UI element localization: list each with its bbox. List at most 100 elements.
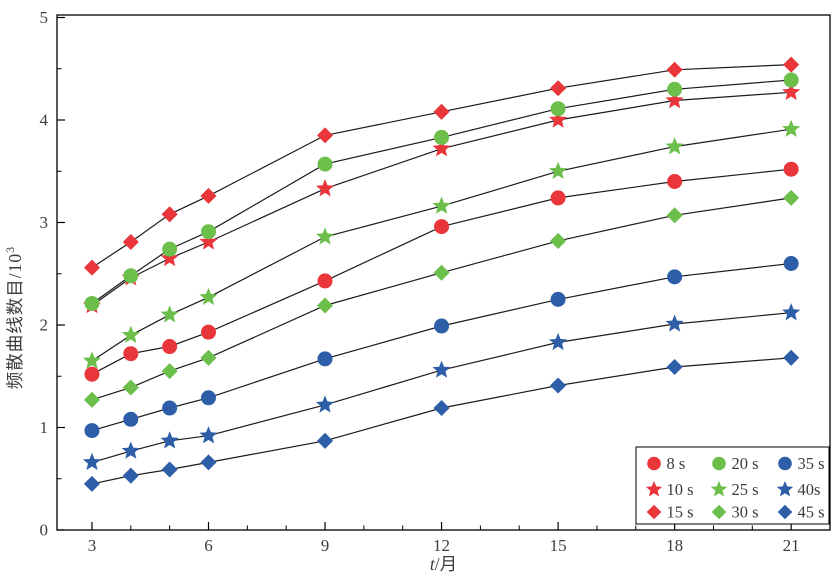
data-point-marker xyxy=(84,366,100,382)
data-point-marker xyxy=(200,224,216,240)
data-point-marker xyxy=(161,461,178,478)
data-point-marker xyxy=(666,61,683,78)
series-40s xyxy=(82,303,801,471)
data-point-marker xyxy=(200,324,216,340)
data-point-marker xyxy=(84,423,100,439)
series-20s xyxy=(84,72,799,311)
legend-label: 20 s xyxy=(732,454,759,473)
legend-item: 35 s xyxy=(778,454,825,473)
legend-label: 30 s xyxy=(732,503,759,522)
data-point-marker xyxy=(549,332,568,351)
data-point-marker xyxy=(121,325,140,343)
series-line xyxy=(91,312,792,463)
data-point-marker xyxy=(123,346,139,362)
data-point-marker xyxy=(434,318,450,334)
data-point-marker xyxy=(667,269,683,285)
data-point-marker xyxy=(550,377,567,394)
data-point-marker xyxy=(315,395,335,413)
legend-item: 10 s xyxy=(645,480,694,499)
data-point-marker xyxy=(315,179,335,197)
data-point-marker xyxy=(161,363,178,380)
data-point-marker xyxy=(783,349,800,366)
series-8s xyxy=(84,161,799,382)
data-point-marker xyxy=(83,391,100,408)
x-tick-label: 15 xyxy=(550,536,567,555)
data-point-marker xyxy=(199,287,218,306)
legend-item: 20 s xyxy=(712,454,759,473)
series-15s xyxy=(83,56,800,276)
data-point-marker xyxy=(83,259,100,276)
data-point-marker xyxy=(160,305,179,323)
data-point-marker xyxy=(317,432,334,449)
data-point-marker xyxy=(783,256,799,271)
legend: 8 s 10 s 15 s 20 s 25 s 30 s 35 s 40s 45 s xyxy=(635,446,830,525)
data-point-marker xyxy=(550,80,567,97)
data-point-marker xyxy=(317,156,333,172)
data-point-marker xyxy=(315,227,335,245)
plot-frame xyxy=(56,14,831,531)
data-point-marker xyxy=(434,219,450,235)
data-point-marker xyxy=(783,56,800,73)
data-point-marker xyxy=(122,379,139,396)
data-point-marker xyxy=(199,426,218,444)
data-point-marker xyxy=(123,411,139,427)
x-tick-label: 9 xyxy=(321,536,330,555)
data-point-marker xyxy=(666,359,683,376)
data-point-marker xyxy=(549,161,568,179)
series-25s xyxy=(82,119,801,369)
data-point-marker xyxy=(317,127,334,144)
legend-label: 45 s xyxy=(798,503,825,522)
y-tick-label: 3 xyxy=(40,213,49,232)
data-point-marker xyxy=(432,196,451,214)
data-point-marker xyxy=(550,190,566,206)
series-35s xyxy=(84,256,799,439)
legend-item: 15 s xyxy=(646,503,694,522)
data-point-marker xyxy=(665,137,684,155)
y-tick-label: 4 xyxy=(40,111,49,130)
y-tick-label: 0 xyxy=(40,521,49,540)
legend-label: 10 s xyxy=(667,480,694,499)
series-30s xyxy=(83,189,800,408)
legend-item: 30 s xyxy=(711,503,759,522)
data-point-marker xyxy=(83,475,100,492)
legend-diamond-icon xyxy=(646,504,662,520)
legend-circle-icon xyxy=(647,456,661,471)
x-tick-label: 6 xyxy=(204,536,213,555)
y-tick-label: 1 xyxy=(40,418,49,437)
legend-diamond-icon xyxy=(711,504,727,520)
data-point-marker xyxy=(200,187,217,204)
data-point-marker xyxy=(122,233,139,250)
legend-diamond-icon xyxy=(777,504,793,520)
legend-label: 40s xyxy=(798,480,821,499)
data-point-marker xyxy=(432,360,451,378)
data-point-marker xyxy=(123,268,139,284)
legend-circle-icon xyxy=(778,456,792,471)
data-point-marker xyxy=(200,390,216,406)
data-point-marker xyxy=(433,103,450,120)
data-point-marker xyxy=(783,72,799,88)
data-point-marker xyxy=(82,351,102,369)
data-point-marker xyxy=(433,400,450,417)
legend-circle-icon xyxy=(712,456,726,471)
y-axis-title: 频散曲线数目/103 xyxy=(3,246,25,389)
data-point-marker xyxy=(82,452,102,471)
data-point-marker xyxy=(782,82,801,101)
data-point-marker xyxy=(317,351,333,367)
data-point-marker xyxy=(121,441,140,459)
legend-item: 45 s xyxy=(777,503,825,522)
data-point-marker xyxy=(122,467,139,484)
data-point-marker xyxy=(317,273,333,289)
data-point-marker xyxy=(667,81,683,97)
legend-box xyxy=(635,446,830,525)
legend-item: 40s xyxy=(776,480,821,499)
data-point-marker xyxy=(84,295,100,311)
y-tick-label: 5 xyxy=(40,8,49,27)
legend-label: 25 s xyxy=(732,480,759,499)
data-point-marker xyxy=(162,400,178,416)
x-tick-label: 18 xyxy=(666,536,683,555)
data-point-marker xyxy=(199,232,218,250)
legend-star-icon xyxy=(776,480,794,497)
data-point-marker xyxy=(432,139,451,157)
x-axis-title: t/月 xyxy=(430,554,457,574)
